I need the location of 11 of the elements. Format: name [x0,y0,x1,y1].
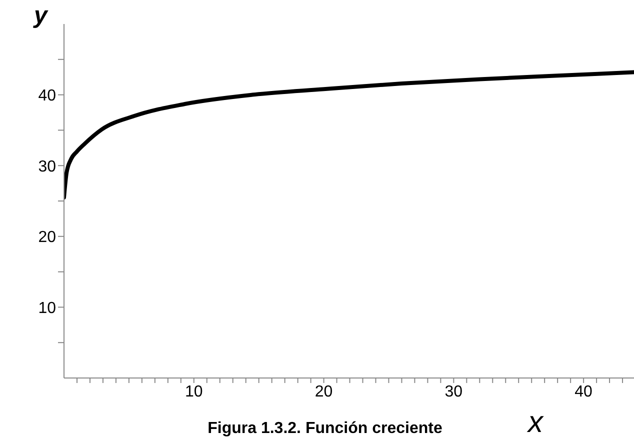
x-tick-label: 40 [574,383,593,400]
y-tick-label: 40 [38,87,56,104]
x-tick-label: 20 [314,383,333,400]
x-tick-label: 30 [444,383,463,400]
text: Figura 1.3.2. Función creciente [208,420,442,437]
y-tick-label: 20 [38,229,56,246]
y-tick-label: 10 [38,300,56,317]
x-axis-title: x [528,406,543,440]
y-tick-label: 30 [38,158,56,176]
y-axis-title: y [34,2,48,30]
x-tick-label: 10 [184,383,203,400]
